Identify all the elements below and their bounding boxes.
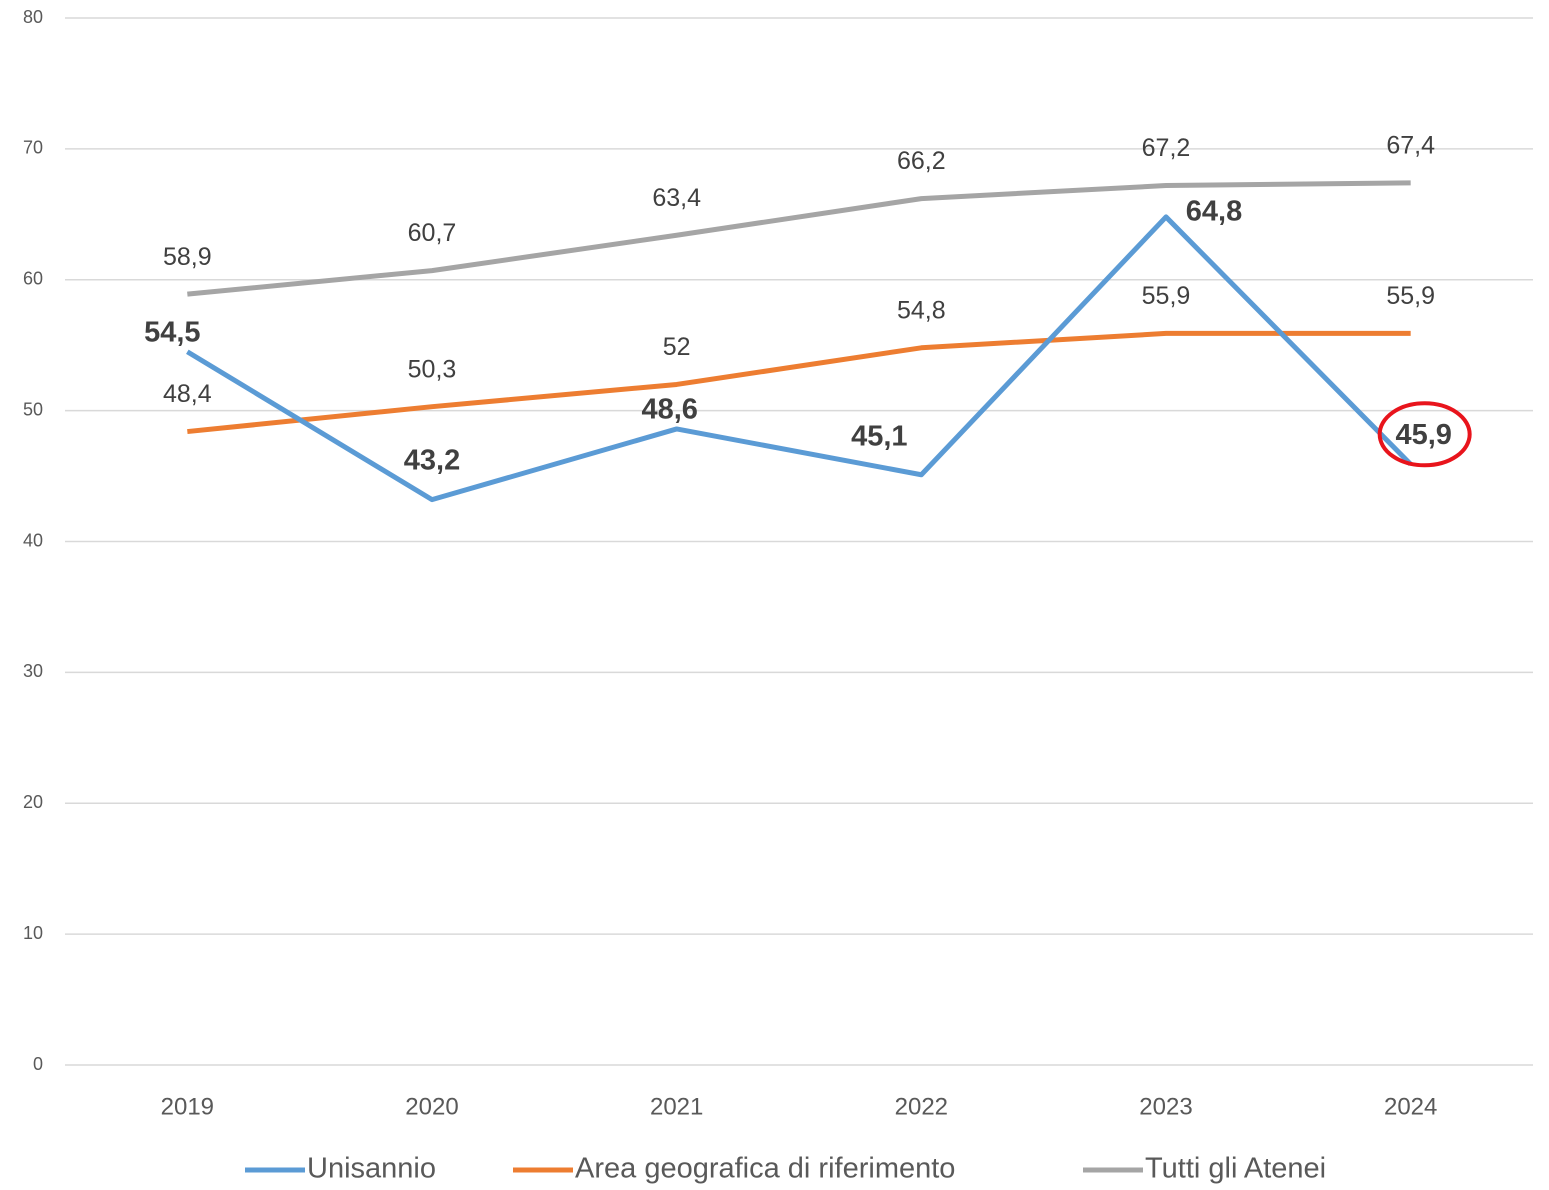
data-label: 55,9	[1386, 282, 1435, 310]
data-label: 67,2	[1142, 134, 1191, 162]
data-label: 43,2	[404, 444, 460, 476]
y-tick-label: 0	[33, 1054, 43, 1074]
series-line	[186, 214, 1413, 503]
legend-label: Area geografica di riferimento	[575, 1153, 955, 1185]
data-label: 52	[663, 333, 691, 361]
data-label: 64,8	[1186, 196, 1242, 228]
y-tick-label: 20	[23, 792, 43, 812]
y-tick-label: 60	[23, 269, 43, 289]
data-label: 66,2	[897, 147, 946, 175]
x-tick-label: 2019	[161, 1093, 214, 1120]
x-tick-label: 2024	[1384, 1093, 1437, 1120]
data-label: 54,8	[897, 296, 946, 324]
x-tick-label: 2021	[650, 1093, 703, 1120]
y-tick-label: 80	[23, 7, 43, 27]
y-tick-label: 50	[23, 399, 43, 419]
y-tick-label: 70	[23, 138, 43, 158]
data-label: 67,4	[1386, 132, 1435, 160]
legend-label: Tutti gli Atenei	[1145, 1153, 1326, 1185]
series-line	[187, 180, 1411, 297]
data-label: 45,9	[1395, 419, 1451, 451]
series-line	[187, 330, 1411, 435]
data-label: 54,5	[144, 316, 200, 348]
data-label: 48,4	[163, 380, 212, 408]
x-tick-label: 2023	[1139, 1093, 1192, 1120]
y-tick-label: 10	[23, 923, 43, 943]
x-tick-label: 2022	[895, 1093, 948, 1120]
x-tick-label: 2020	[405, 1093, 458, 1120]
data-label: 55,9	[1142, 282, 1191, 310]
data-label: 60,7	[408, 219, 457, 247]
data-label: 58,9	[163, 243, 212, 271]
y-tick-label: 40	[23, 530, 43, 550]
legend-label: Unisannio	[307, 1153, 436, 1185]
highlight-circle	[1377, 401, 1472, 468]
y-tick-label: 30	[23, 661, 43, 681]
data-label: 50,3	[408, 355, 457, 383]
data-label: 48,6	[641, 394, 697, 426]
data-label: 45,1	[851, 420, 907, 452]
data-label: 63,4	[652, 184, 701, 212]
